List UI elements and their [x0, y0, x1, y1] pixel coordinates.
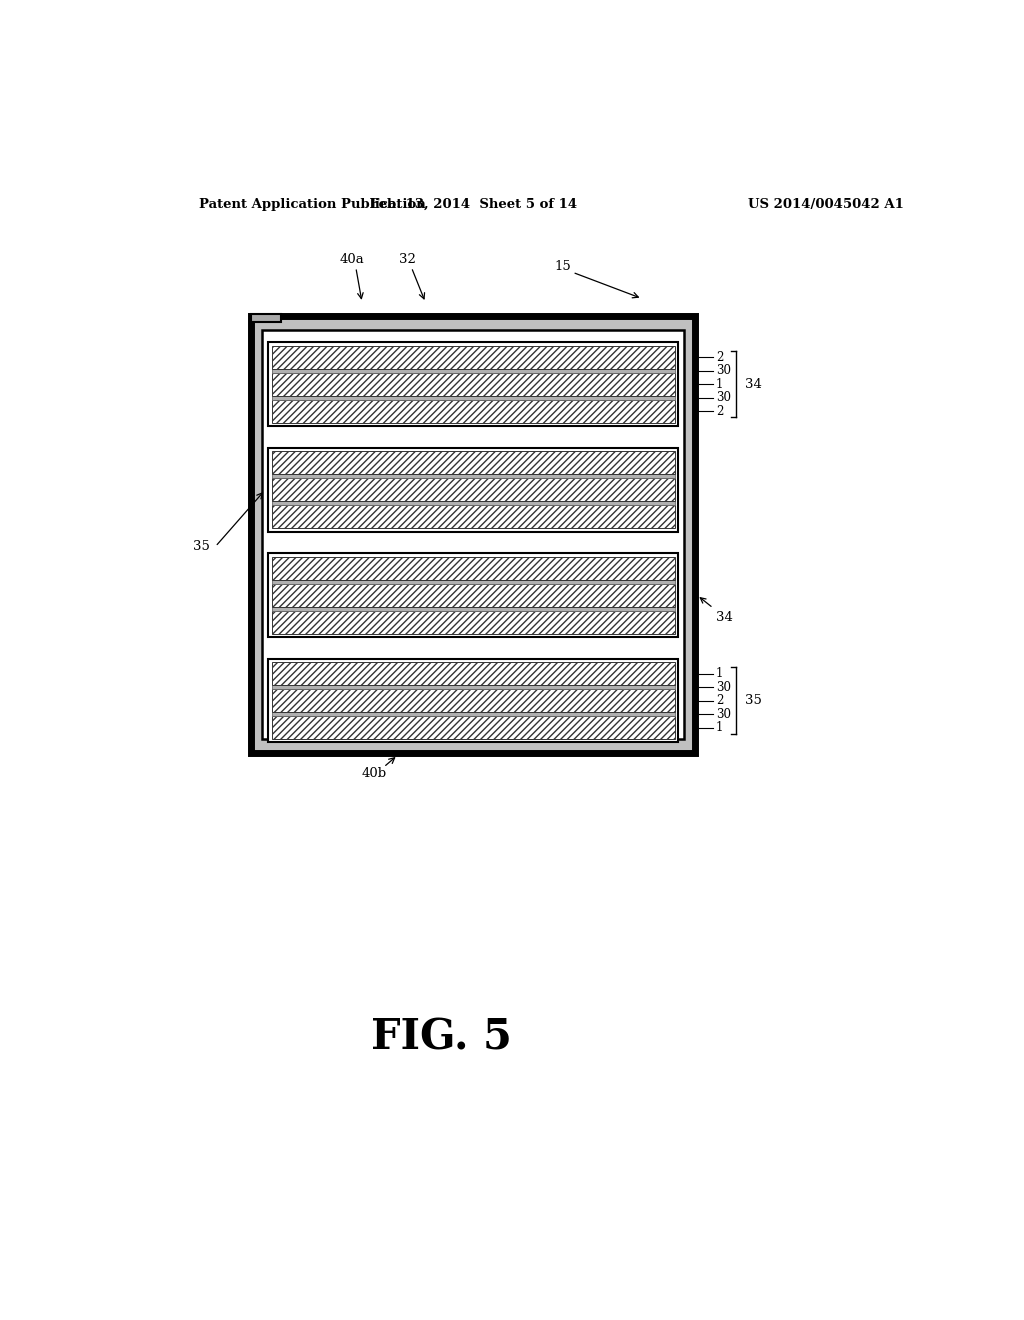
Bar	[271, 372, 675, 396]
Text: 30: 30	[716, 708, 731, 721]
Bar	[271, 607, 675, 611]
Bar	[271, 689, 675, 711]
Bar	[271, 711, 675, 715]
Text: 1: 1	[716, 721, 723, 734]
Bar	[271, 663, 675, 685]
Bar	[271, 685, 675, 689]
Text: FIG. 5: FIG. 5	[371, 1016, 512, 1059]
Bar	[271, 368, 675, 372]
Text: 2: 2	[716, 694, 723, 708]
Text: 30: 30	[716, 391, 731, 404]
Text: 34: 34	[745, 378, 762, 391]
Bar	[271, 502, 675, 506]
Bar	[268, 553, 678, 638]
Text: 40a: 40a	[339, 252, 365, 265]
Bar	[271, 451, 675, 474]
Text: 32: 32	[399, 252, 416, 265]
Text: Patent Application Publication: Patent Application Publication	[200, 198, 426, 211]
Text: 1: 1	[716, 667, 723, 680]
Bar	[271, 579, 675, 583]
Text: 34: 34	[700, 598, 733, 623]
Text: 30: 30	[716, 681, 731, 693]
Text: 35: 35	[193, 540, 210, 553]
Bar	[268, 659, 678, 742]
Bar	[271, 557, 675, 579]
Bar	[268, 342, 678, 426]
Bar	[262, 330, 684, 739]
Text: US 2014/0045042 A1: US 2014/0045042 A1	[749, 198, 904, 211]
Text: 2: 2	[716, 405, 723, 418]
Bar	[271, 400, 675, 422]
Bar	[271, 346, 675, 368]
Text: 2: 2	[716, 351, 723, 364]
Text: Feb. 13, 2014  Sheet 5 of 14: Feb. 13, 2014 Sheet 5 of 14	[370, 198, 577, 211]
Bar	[271, 396, 675, 400]
Text: 30: 30	[716, 364, 731, 378]
Bar	[271, 478, 675, 502]
Text: 40b: 40b	[361, 767, 387, 780]
Bar	[271, 715, 675, 739]
Bar	[271, 506, 675, 528]
Bar	[251, 314, 282, 322]
Bar	[251, 315, 695, 752]
Bar	[268, 447, 678, 532]
Text: 15: 15	[555, 260, 571, 273]
Bar	[271, 611, 675, 634]
Text: 1: 1	[716, 378, 723, 391]
Text: 35: 35	[745, 694, 762, 708]
Bar	[271, 474, 675, 478]
Bar	[271, 583, 675, 607]
